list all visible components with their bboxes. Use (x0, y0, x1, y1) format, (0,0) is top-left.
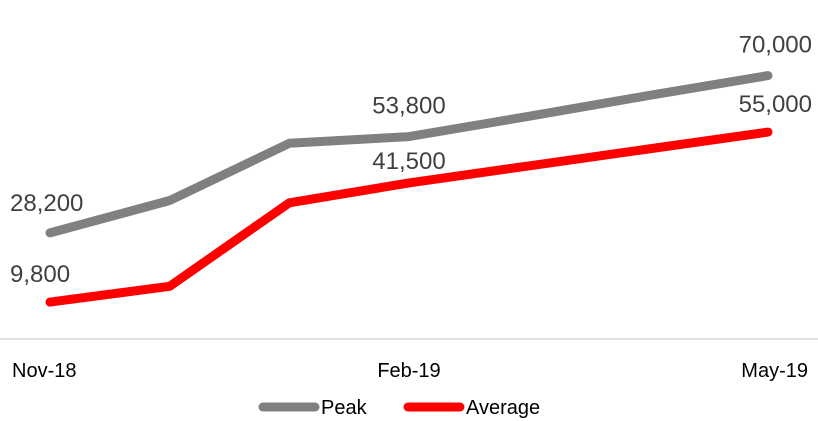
series-line-peak (45, 71, 773, 238)
legend-item-peak: Peak (258, 397, 368, 419)
x-tick-label-may-19: May-19 (741, 360, 808, 382)
x-tick-label-feb-19: Feb-19 (377, 360, 440, 382)
legend: Peak Average (258, 397, 540, 419)
data-labels-layer: 28,200 53,800 70,000 9,800 41,500 55,000 (10, 32, 812, 289)
legend-label-average: Average (466, 397, 540, 419)
series-line-average (45, 127, 773, 307)
series-layer (45, 71, 773, 307)
legend-label-peak: Peak (321, 397, 368, 419)
data-label-peak-may-19: 70,000 (739, 32, 812, 59)
data-label-peak-nov-18: 28,200 (10, 190, 83, 217)
legend-item-average: Average (403, 397, 540, 419)
data-label-average-feb-19: 41,500 (372, 148, 445, 175)
data-label-average-nov-18: 9,800 (10, 261, 70, 288)
x-tick-label-nov-18: Nov-18 (12, 360, 76, 382)
data-label-peak-feb-19: 53,800 (372, 93, 445, 120)
x-tick-labels: Nov-18 Feb-19 May-19 (12, 360, 808, 382)
data-label-average-may-19: 55,000 (739, 91, 812, 118)
